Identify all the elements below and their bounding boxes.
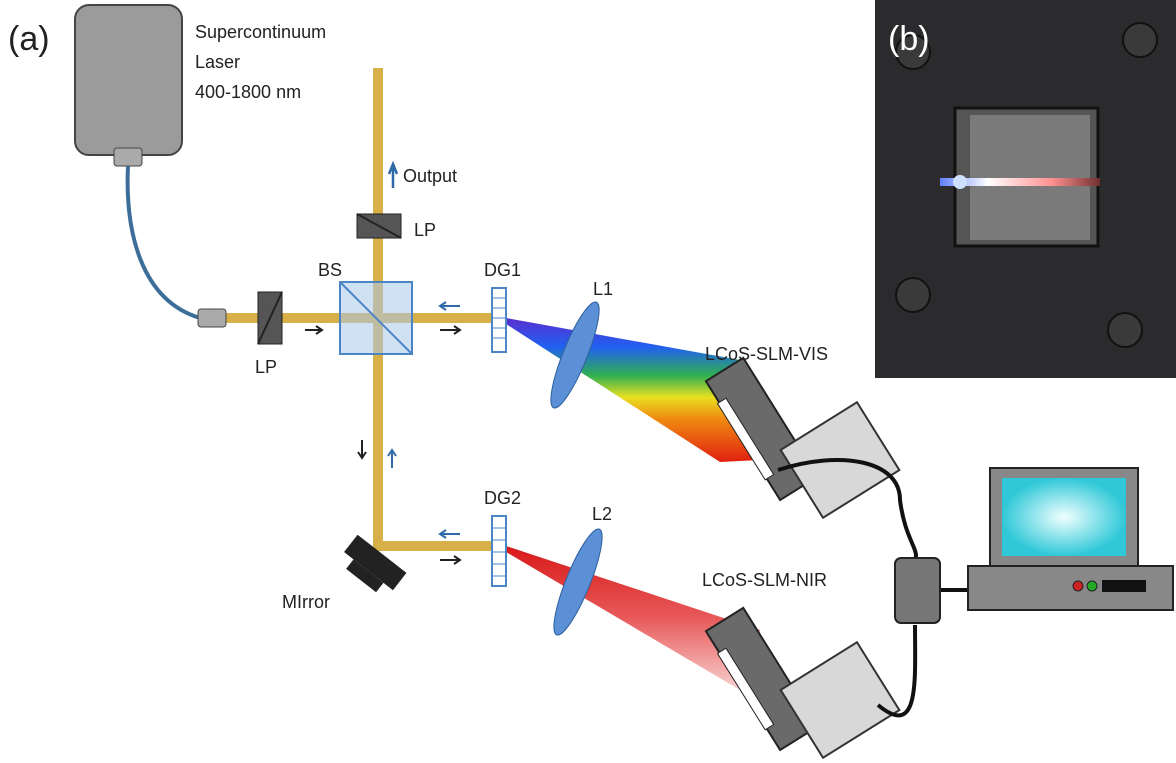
fiber bbox=[128, 166, 200, 318]
laser-label: 400-1800 nm bbox=[195, 82, 301, 102]
dg1-label: DG1 bbox=[484, 260, 521, 280]
panel-b: (b) bbox=[875, 0, 1176, 378]
controller bbox=[895, 558, 940, 623]
connector bbox=[114, 148, 142, 166]
dg2-label: DG2 bbox=[484, 488, 521, 508]
panel-label: (a) bbox=[8, 20, 50, 58]
diagram: (a) Supercontinuum Laser 400-1800 nm LP … bbox=[0, 0, 1176, 763]
mirror-label: MIrror bbox=[282, 592, 330, 612]
lp-label: LP bbox=[414, 220, 436, 240]
arrow bbox=[389, 164, 397, 188]
screen bbox=[1002, 478, 1126, 556]
red-beam bbox=[506, 546, 760, 690]
slm-driver bbox=[781, 642, 900, 758]
panel-label: (b) bbox=[888, 20, 930, 58]
laser-label: Supercontinuum bbox=[195, 22, 326, 42]
laser-label: Laser bbox=[195, 52, 240, 72]
bs-label: BS bbox=[318, 260, 342, 280]
l2-label: L2 bbox=[592, 504, 612, 524]
l1-label: L1 bbox=[593, 279, 613, 299]
slm-vis-label: LCoS-SLM-VIS bbox=[705, 344, 828, 364]
slm-nir-label: LCoS-SLM-NIR bbox=[702, 570, 827, 590]
lp-label: LP bbox=[255, 357, 277, 377]
laser bbox=[75, 5, 182, 155]
fiber-end bbox=[198, 309, 226, 327]
output-label: Output bbox=[403, 166, 457, 186]
